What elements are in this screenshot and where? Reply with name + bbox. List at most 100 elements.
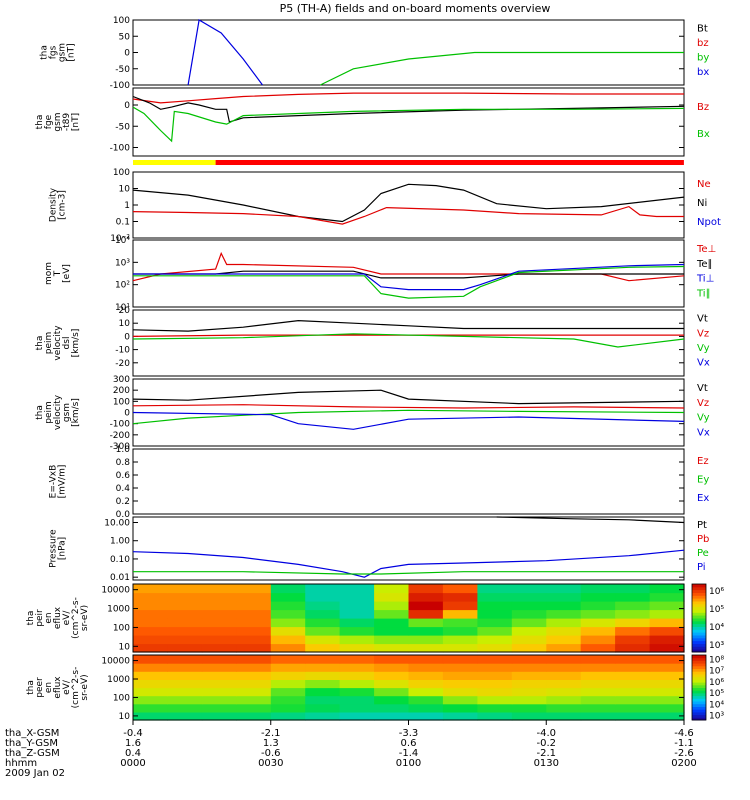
heatmap-cell: [408, 635, 444, 645]
heatmap-cell: [374, 671, 410, 680]
y-axis-label-line: -t89: [62, 113, 72, 132]
y-axis-label: momT[eV]: [44, 262, 72, 285]
legend-entry: Vz: [697, 328, 709, 339]
colorbar-swatch: [692, 692, 706, 697]
heatmap-cell: [442, 601, 478, 611]
heatmap-cell: [477, 679, 513, 689]
heatmap-cell: [270, 609, 306, 619]
x-row-value: 1.6: [125, 738, 141, 749]
heatmap-cell: [167, 626, 203, 636]
heatmap-cell: [133, 592, 168, 602]
legend-entry: Vy: [697, 413, 710, 424]
heatmap-cell: [201, 618, 237, 628]
colorbar-swatch: [692, 655, 706, 659]
heatmap-cell: [442, 695, 478, 705]
heatmap-cell: [511, 671, 547, 680]
y-axis-label-line: en: [44, 612, 54, 623]
heatmap-cell: [201, 655, 237, 664]
colorbar-swatch: [692, 615, 706, 619]
y-tick-label: 0: [124, 49, 130, 59]
legend-entry: Ti⊥: [696, 274, 714, 285]
colorbar-swatch: [692, 646, 706, 650]
heatmap-cell: [580, 609, 616, 619]
y-axis-label: thapeirenefluxeV/(cm^2-s-sr-eV): [26, 597, 90, 639]
y-tick-label: 100: [113, 694, 130, 704]
heatmap-cell: [339, 643, 375, 653]
heatmap-cell: [305, 618, 341, 628]
colorbar-swatch: [692, 649, 706, 653]
y-axis-label: Pressure[nPa]: [49, 529, 68, 568]
colorbar-swatch: [692, 714, 706, 718]
heatmap-cell: [408, 695, 444, 705]
heatmap-cell: [649, 671, 685, 680]
heatmap-cell: [133, 609, 168, 619]
y-tick-label: 10: [119, 712, 131, 722]
heatmap-cell: [511, 601, 547, 611]
legend-entry: Bx: [697, 129, 710, 140]
series-bx: [187, 19, 263, 86]
legend-entry: Vt: [697, 314, 708, 325]
status-bar-segment: [133, 160, 216, 165]
series-Ni: [132, 183, 685, 223]
colorbar-tick-label: 10⁴: [709, 700, 724, 710]
y-axis-label-line: T: [53, 270, 63, 277]
x-row-value: 0200: [671, 758, 696, 769]
heatmap-cell: [339, 635, 375, 645]
y-axis-label-line: tha: [26, 611, 36, 626]
y-axis-label-line: fgs: [49, 45, 59, 59]
x-row-value: -0.2: [537, 738, 557, 749]
x-row-value: -0.6: [261, 748, 281, 759]
heatmap-cell: [236, 601, 272, 611]
y-axis-label: thapeimvelocitydsl[km/s]: [35, 325, 81, 361]
colorbar-swatch: [692, 679, 706, 683]
heatmap-cell: [442, 655, 478, 664]
y-axis-label-line: [nT]: [67, 43, 77, 61]
heatmap-cell: [477, 618, 513, 628]
x-row-value: -2.1: [261, 728, 281, 739]
x-row-value: 0000: [120, 758, 145, 769]
y-tick-label: 10⁻²: [110, 234, 130, 244]
y-axis-label: thapeerenefluxeV/(cm^2-s-sr-eV): [26, 667, 90, 709]
colorbar-swatch: [692, 684, 706, 688]
x-row-value: 0100: [396, 758, 421, 769]
heatmap-cell: [133, 601, 168, 611]
heatmap-cell: [615, 695, 651, 705]
colorbar-swatch: [692, 586, 706, 591]
y-axis-label-line: Density: [49, 187, 59, 222]
heatmap-cell: [546, 687, 582, 697]
y-axis-label-line: [mV/m]: [58, 465, 68, 499]
colorbar-swatch: [692, 606, 706, 610]
y-tick-label: 0.6: [116, 471, 131, 481]
colorbar-tick-label: 10³: [709, 712, 724, 722]
heatmap-cell: [408, 671, 444, 680]
y-tick-label: 10000: [101, 657, 130, 667]
heatmap-cell: [580, 618, 616, 628]
y-tick-label: 0.0: [116, 510, 131, 520]
heatmap-cell: [442, 671, 478, 680]
colorbar-swatch: [692, 629, 706, 633]
y-tick-label: 1000: [107, 605, 130, 615]
y-axis-label: thafgsgsm[nT]: [40, 43, 77, 62]
heatmap-cell: [511, 618, 547, 628]
heatmap-cell: [167, 679, 203, 689]
heatmap-cell: [133, 679, 168, 689]
heatmap-cell: [546, 663, 582, 672]
y-axis-label-line: velocity: [53, 394, 63, 430]
series-Ti∥: [133, 265, 685, 299]
colorbar-tick-label: 10⁵: [709, 689, 724, 699]
series-Ti⊥: [133, 263, 685, 291]
heatmap-cell: [477, 601, 513, 611]
colorbar-swatch: [692, 623, 706, 627]
heatmap-cell: [339, 679, 375, 689]
heatmap-cell: [615, 635, 651, 645]
heatmap-cell: [236, 618, 272, 628]
heatmap-cell: [442, 687, 478, 697]
y-axis-label-line: gsm: [53, 112, 63, 131]
heatmap-cell: [201, 695, 237, 705]
legend-entry: Ey: [697, 474, 709, 485]
heatmap-cell: [201, 584, 237, 594]
heatmap-cell: [477, 584, 513, 594]
heatmap-cell: [270, 584, 306, 594]
heatmap-cell: [167, 711, 203, 721]
